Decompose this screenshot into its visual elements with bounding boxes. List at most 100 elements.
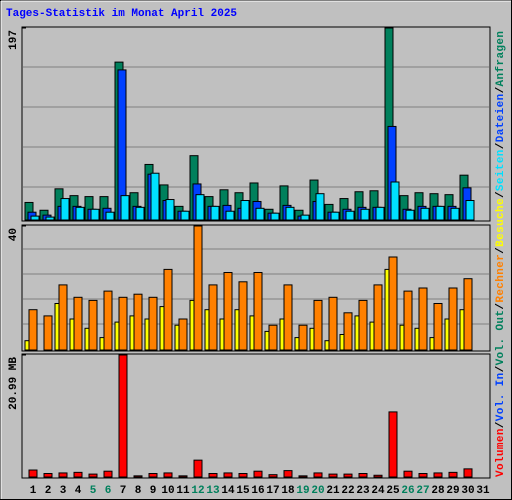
bar bbox=[88, 473, 98, 478]
bar bbox=[133, 293, 143, 351]
x-tick-label: 26 bbox=[401, 485, 414, 497]
legend-separator: / bbox=[495, 421, 507, 428]
x-tick-label: 4 bbox=[75, 485, 82, 497]
bar bbox=[255, 207, 265, 221]
bar bbox=[298, 324, 308, 351]
bar bbox=[330, 211, 340, 221]
x-tick-label: 25 bbox=[386, 485, 400, 497]
bar bbox=[73, 471, 83, 478]
legend-item: Anfragen bbox=[495, 31, 507, 86]
legend-item: Volumen bbox=[495, 429, 507, 477]
bar bbox=[148, 296, 158, 351]
bar bbox=[28, 469, 38, 478]
bar bbox=[343, 312, 353, 351]
legend-separator: / bbox=[495, 365, 507, 372]
bar bbox=[208, 473, 218, 478]
x-tick-label: 16 bbox=[251, 485, 264, 497]
bar bbox=[60, 198, 70, 221]
bar bbox=[373, 284, 383, 351]
bar bbox=[270, 212, 280, 221]
legend-item: Vol. Out bbox=[495, 310, 507, 365]
bar bbox=[43, 473, 53, 478]
legend-separator: / bbox=[495, 86, 507, 93]
bar bbox=[30, 215, 40, 221]
bar bbox=[118, 354, 128, 478]
panel-frame bbox=[21, 26, 491, 222]
bar bbox=[118, 296, 128, 351]
x-tick-label: 1 bbox=[30, 485, 37, 497]
bar bbox=[135, 206, 145, 221]
bar bbox=[28, 309, 38, 351]
bar bbox=[328, 296, 338, 351]
bar bbox=[193, 225, 203, 351]
bar bbox=[268, 474, 278, 478]
bar bbox=[268, 324, 278, 351]
x-tick-label: 18 bbox=[281, 485, 295, 497]
legend-separator: / bbox=[495, 142, 507, 149]
bar bbox=[240, 200, 250, 221]
bar bbox=[433, 303, 443, 351]
bar bbox=[105, 211, 115, 221]
x-tick-label: 23 bbox=[356, 485, 370, 497]
legend-item: Dateien bbox=[495, 94, 507, 142]
x-tick-label: 30 bbox=[461, 485, 474, 497]
bar bbox=[313, 299, 323, 351]
x-tick-label: 3 bbox=[60, 485, 67, 497]
bar bbox=[358, 299, 368, 351]
bar bbox=[388, 256, 398, 351]
bar bbox=[163, 268, 173, 351]
legend-item: Besuche bbox=[495, 198, 507, 247]
bar bbox=[238, 473, 248, 478]
bar bbox=[133, 475, 143, 478]
panel-frame bbox=[21, 224, 491, 352]
legend-separator: / bbox=[495, 303, 507, 310]
bar bbox=[180, 210, 190, 221]
bar bbox=[120, 195, 130, 221]
x-tick-label: 29 bbox=[446, 485, 459, 497]
bar bbox=[193, 459, 203, 478]
x-tick-label: 15 bbox=[236, 485, 250, 497]
legend-item: Rechner bbox=[495, 254, 507, 302]
x-tick-label: 17 bbox=[266, 485, 279, 497]
bar bbox=[43, 315, 53, 351]
bar bbox=[360, 208, 370, 221]
x-tick-label: 9 bbox=[150, 485, 157, 497]
legend-item: Seiten bbox=[495, 150, 507, 191]
bar bbox=[58, 284, 68, 351]
legend-separator: / bbox=[495, 247, 507, 254]
x-tick-label: 10 bbox=[161, 485, 174, 497]
bar bbox=[223, 472, 233, 478]
x-tick-label: 13 bbox=[206, 485, 220, 497]
x-tick-label: 8 bbox=[135, 485, 142, 497]
bar bbox=[448, 287, 458, 351]
legend-separator: / bbox=[495, 191, 507, 198]
panel-frame bbox=[21, 353, 491, 479]
x-tick-label: 31 bbox=[476, 485, 490, 497]
bar bbox=[178, 318, 188, 351]
bar bbox=[313, 472, 323, 478]
bar bbox=[90, 208, 100, 221]
bar bbox=[45, 216, 55, 221]
bar bbox=[238, 281, 248, 351]
y-tick-label: 40 bbox=[8, 228, 20, 241]
bar bbox=[418, 473, 428, 478]
bar bbox=[433, 472, 443, 478]
bar bbox=[298, 475, 308, 478]
bar bbox=[300, 214, 310, 221]
bar bbox=[420, 207, 430, 221]
bar bbox=[208, 284, 218, 351]
bar bbox=[253, 470, 263, 478]
bar bbox=[165, 199, 175, 221]
bar bbox=[418, 287, 428, 351]
chart-title: Tages-Statistik im Monat April 2025 bbox=[6, 8, 237, 20]
bar bbox=[390, 181, 400, 221]
bar bbox=[253, 272, 263, 351]
y-tick-label: 20.99 MB bbox=[8, 357, 20, 410]
x-tick-label: 2 bbox=[45, 485, 52, 497]
x-tick-label: 5 bbox=[90, 485, 97, 497]
x-tick-label: 11 bbox=[176, 485, 190, 497]
bar bbox=[58, 472, 68, 478]
x-tick-label: 28 bbox=[431, 485, 445, 497]
y-tick-label: 197 bbox=[8, 30, 20, 50]
